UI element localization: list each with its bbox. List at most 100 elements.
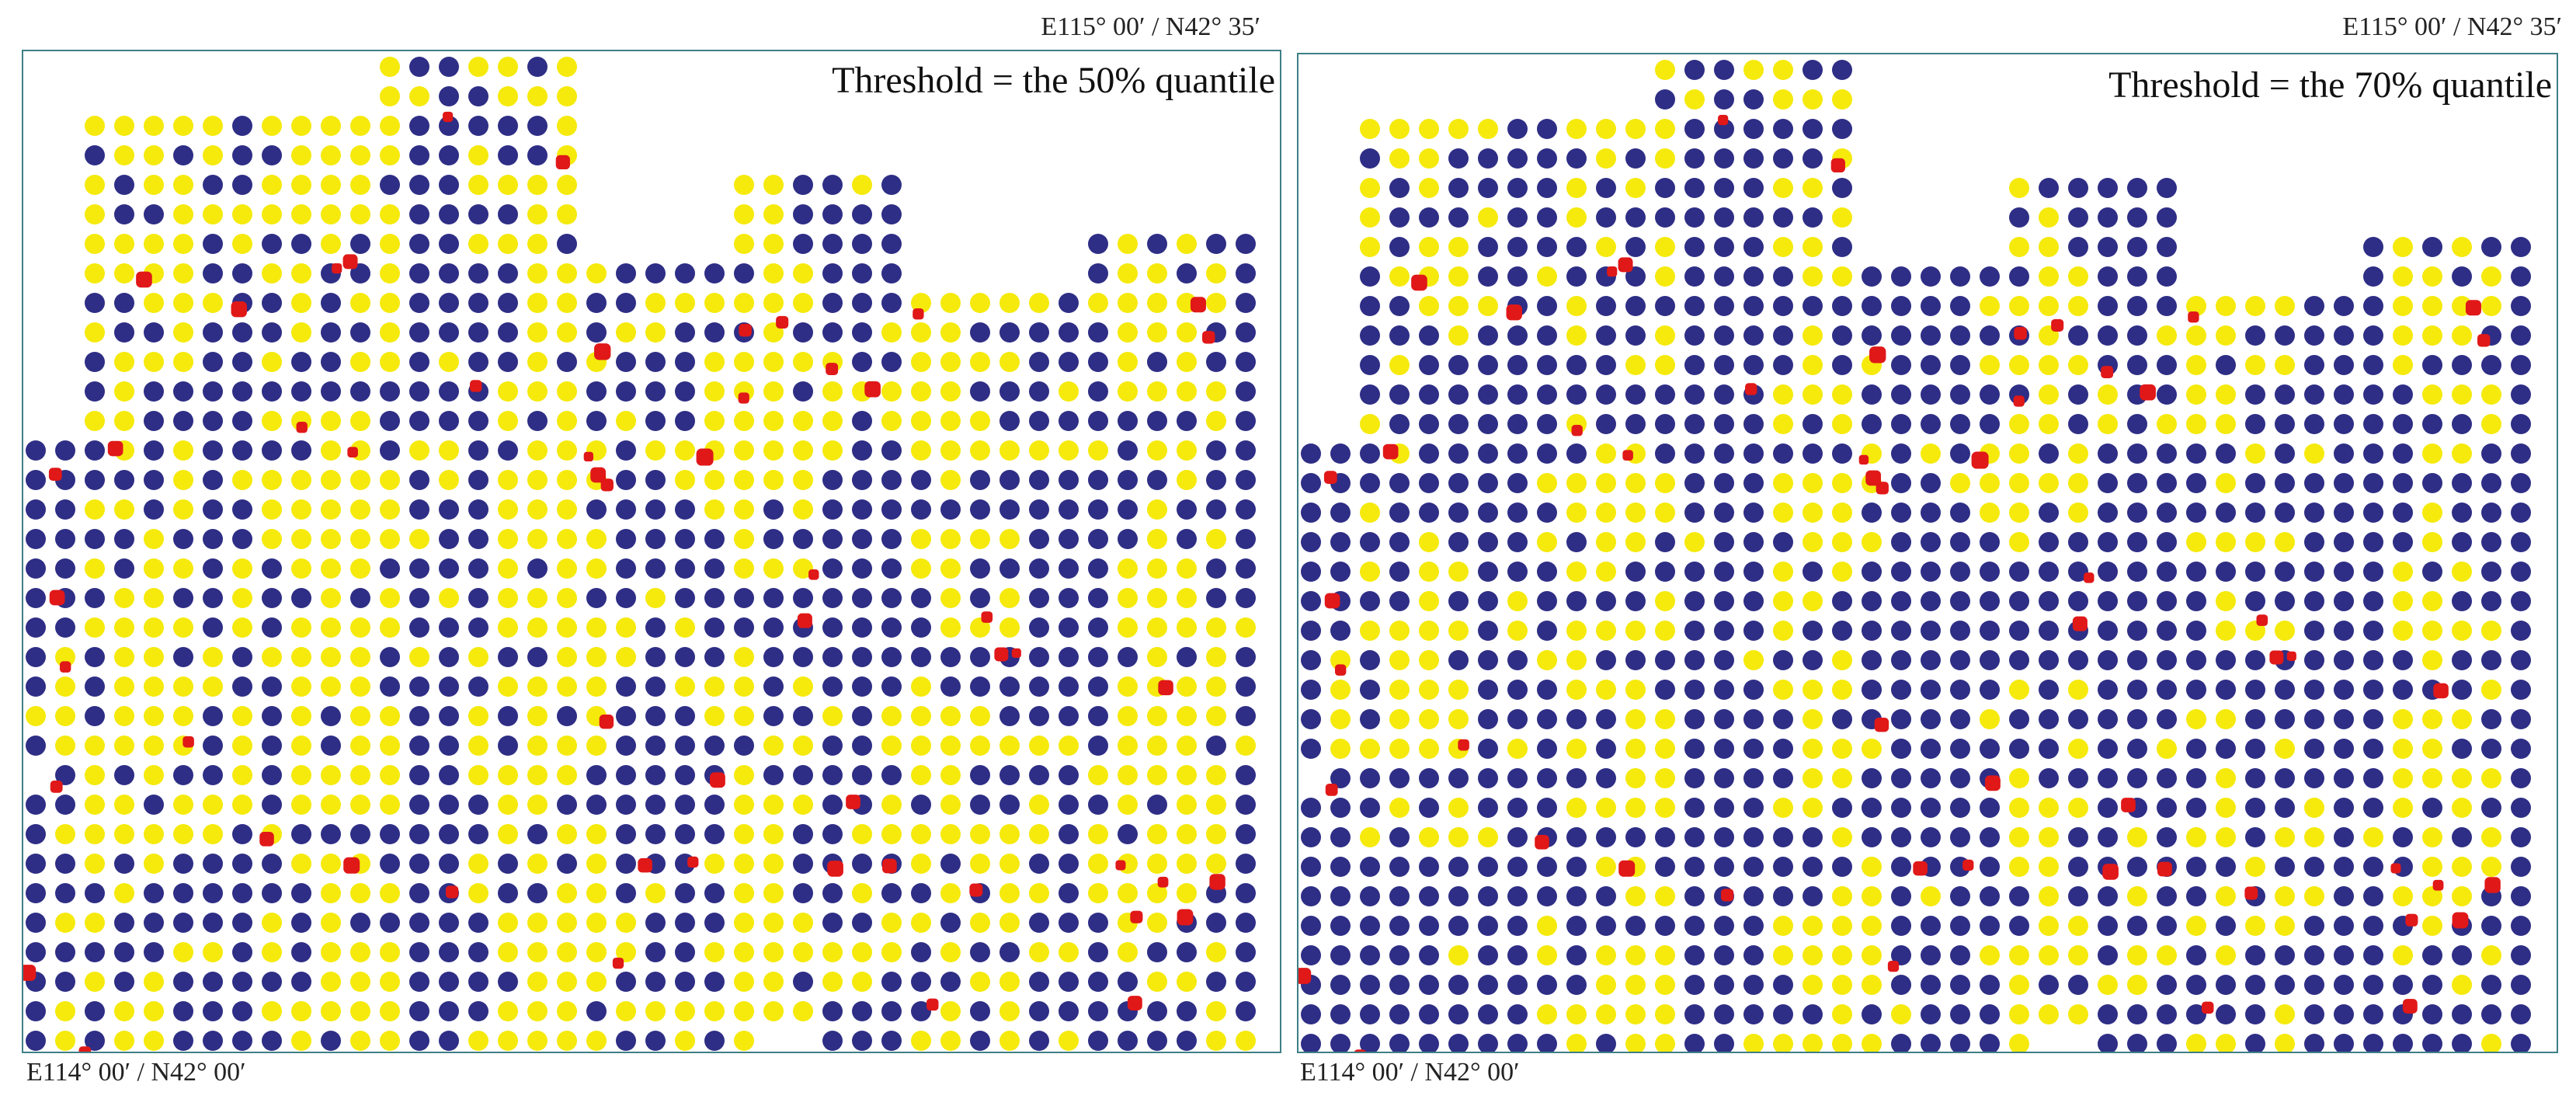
above-threshold-dot <box>1206 647 1226 667</box>
above-threshold-dot <box>232 470 252 490</box>
below-threshold-dot <box>881 499 902 520</box>
below-threshold-dot <box>1448 857 1469 877</box>
above-threshold-dot <box>1147 588 1167 608</box>
below-threshold-dot <box>1537 798 1557 818</box>
above-threshold-dot <box>1773 591 1793 611</box>
below-threshold-dot <box>1625 562 1646 582</box>
above-threshold-dot <box>350 883 370 903</box>
below-threshold-dot <box>1832 591 1852 611</box>
below-threshold-dot <box>1980 266 2000 287</box>
below-threshold-dot <box>468 1001 488 1021</box>
below-threshold-dot <box>881 617 902 638</box>
below-threshold-dot <box>203 234 223 254</box>
below-threshold-dot <box>1478 1004 1498 1024</box>
below-threshold-dot <box>262 795 282 815</box>
sample-marker <box>343 857 360 874</box>
above-threshold-dot <box>232 558 252 579</box>
below-threshold-dot <box>1714 1004 1734 1024</box>
above-threshold-dot <box>940 381 961 402</box>
below-threshold-dot <box>2452 827 2472 847</box>
above-threshold-dot <box>2481 857 2501 877</box>
below-threshold-dot <box>203 499 223 520</box>
below-threshold-dot <box>2157 207 2177 228</box>
below-threshold-dot <box>2157 916 2177 936</box>
above-threshold-dot <box>380 145 400 165</box>
below-threshold-dot <box>704 736 725 756</box>
above-threshold-dot <box>203 204 223 224</box>
above-threshold-dot <box>2481 384 2501 405</box>
below-threshold-dot <box>1206 470 1226 490</box>
above-threshold-dot <box>2422 857 2442 877</box>
below-threshold-dot <box>85 588 105 608</box>
below-threshold-dot <box>1360 857 1380 877</box>
above-threshold-dot <box>527 529 548 549</box>
below-threshold-dot <box>645 736 666 756</box>
below-threshold-dot <box>173 972 193 992</box>
below-threshold-dot <box>2393 975 2413 995</box>
above-threshold-dot <box>321 883 341 903</box>
above-threshold-dot <box>970 824 990 844</box>
above-threshold-dot <box>380 706 400 726</box>
below-threshold-dot <box>881 440 902 461</box>
above-threshold-dot <box>232 765 252 785</box>
below-threshold-dot <box>2127 237 2147 257</box>
above-threshold-dot <box>1147 706 1167 726</box>
below-threshold-dot <box>1714 857 1734 877</box>
below-threshold-dot <box>1478 384 1498 405</box>
below-threshold-dot <box>2157 178 2177 198</box>
above-threshold-dot <box>380 470 400 490</box>
above-threshold-dot <box>321 234 341 254</box>
below-threshold-dot <box>616 558 636 579</box>
sample-marker <box>1962 859 1974 871</box>
above-threshold-dot <box>557 676 577 697</box>
below-threshold-dot <box>1684 355 1705 375</box>
below-threshold-dot <box>2157 709 2177 729</box>
below-threshold-dot <box>1714 503 1734 523</box>
below-threshold-dot <box>1950 591 1970 611</box>
below-threshold-dot <box>1478 1034 1498 1052</box>
below-threshold-dot <box>1743 503 1764 523</box>
below-threshold-dot <box>1625 591 1646 611</box>
above-threshold-dot <box>291 854 311 874</box>
below-threshold-dot <box>999 706 1020 726</box>
below-threshold-dot <box>173 854 193 874</box>
below-threshold-dot <box>970 322 990 343</box>
below-threshold-dot <box>2363 621 2383 641</box>
above-threshold-dot <box>85 499 105 520</box>
below-threshold-dot <box>203 1031 223 1051</box>
above-threshold-dot <box>2422 296 2442 316</box>
below-threshold-dot <box>881 676 902 697</box>
above-threshold-dot <box>1059 440 1079 461</box>
above-threshold-dot <box>2039 945 2059 965</box>
above-threshold-dot <box>380 1031 400 1051</box>
below-threshold-dot <box>1507 798 1528 818</box>
below-threshold-dot <box>1980 325 2000 346</box>
below-threshold-dot <box>1360 680 1380 700</box>
below-threshold-dot <box>2422 355 2442 375</box>
below-threshold-dot <box>1507 178 1528 198</box>
above-threshold-dot <box>1206 293 1226 313</box>
below-threshold-dot <box>1921 827 1941 847</box>
below-threshold-dot <box>1743 473 1764 493</box>
below-threshold-dot <box>616 706 636 726</box>
above-threshold-dot <box>2216 591 2236 611</box>
below-threshold-dot <box>1625 237 1646 257</box>
below-threshold-dot <box>1419 857 1439 877</box>
below-threshold-dot <box>1803 827 1823 847</box>
below-threshold-dot <box>881 765 902 785</box>
above-threshold-dot <box>704 854 725 874</box>
below-threshold-dot <box>439 676 459 697</box>
above-threshold-dot <box>1147 440 1167 461</box>
below-threshold-dot <box>1950 680 1970 700</box>
below-threshold-dot <box>2157 266 2177 287</box>
below-threshold-dot <box>1389 1034 1410 1052</box>
below-threshold-dot <box>350 824 370 844</box>
below-threshold-dot <box>1714 827 1734 847</box>
below-threshold-dot <box>232 824 252 844</box>
below-threshold-dot <box>2363 355 2383 375</box>
below-threshold-dot <box>203 529 223 549</box>
above-threshold-dot <box>380 972 400 992</box>
sample-marker <box>2072 616 2088 631</box>
below-threshold-dot <box>439 1031 459 1051</box>
below-threshold-dot <box>527 145 548 165</box>
